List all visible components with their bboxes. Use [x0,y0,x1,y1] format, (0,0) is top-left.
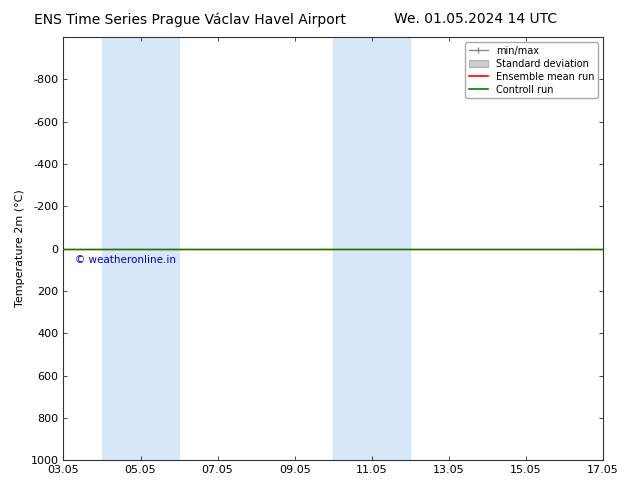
Y-axis label: Temperature 2m (°C): Temperature 2m (°C) [15,190,25,307]
Text: We. 01.05.2024 14 UTC: We. 01.05.2024 14 UTC [394,12,557,26]
Legend: min/max, Standard deviation, Ensemble mean run, Controll run: min/max, Standard deviation, Ensemble me… [465,42,598,98]
Text: © weatheronline.in: © weatheronline.in [75,255,176,265]
Bar [102,37,179,460]
Text: ENS Time Series Prague Václav Havel Airport: ENS Time Series Prague Václav Havel Airp… [34,12,346,27]
Bar [333,37,410,460]
